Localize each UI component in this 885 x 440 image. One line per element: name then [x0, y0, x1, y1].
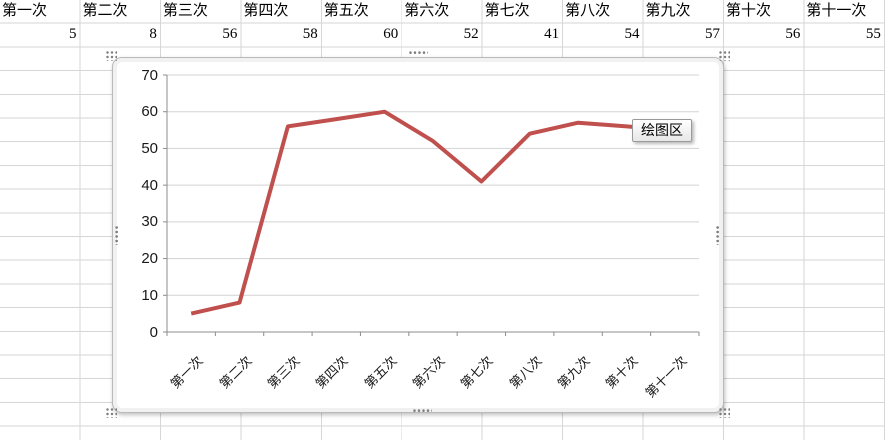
value-cell[interactable]: 52	[463, 26, 479, 43]
series-line[interactable]	[190, 109, 675, 316]
plot-area-tooltip: 绘图区	[632, 119, 692, 142]
resize-handle-bottom[interactable]	[413, 409, 432, 414]
resize-handle-bottom-left[interactable]	[106, 408, 117, 418]
value-cell[interactable]: 56	[785, 26, 801, 43]
value-cell[interactable]: 57	[704, 26, 720, 43]
header-cell[interactable]: 第四次	[243, 3, 289, 19]
resize-handle-bottom-right[interactable]	[719, 408, 730, 418]
value-cell[interactable]: 58	[302, 26, 318, 43]
header-cell[interactable]: 第三次	[162, 3, 208, 19]
header-cell[interactable]: 第五次	[323, 3, 369, 19]
resize-handle-top-left[interactable]	[106, 51, 117, 61]
header-cell[interactable]: 第二次	[82, 3, 128, 19]
resize-handle-top-right[interactable]	[719, 51, 730, 61]
header-cell[interactable]: 第十一次	[806, 3, 867, 19]
resize-handle-left[interactable]	[115, 226, 120, 245]
value-cell[interactable]: 5	[68, 26, 77, 43]
tooltip-label: 绘图区	[641, 124, 683, 139]
resize-handle-top[interactable]	[409, 51, 428, 56]
value-cell[interactable]: 60	[383, 26, 399, 43]
header-cell[interactable]: 第一次	[2, 3, 48, 19]
header-row: 第一次 第二次 第三次 第四次 第五次 第六次 第七次 第八次 第九次 第十次 第十一次	[0, 0, 885, 23]
header-cell[interactable]: 第七次	[484, 3, 530, 19]
header-cell[interactable]: 第六次	[404, 3, 450, 19]
value-cell[interactable]: 55	[865, 26, 881, 43]
value-cell[interactable]: 8	[149, 26, 157, 43]
value-row: 5 8 56 58 60 52 41 54 57 56 55	[0, 23, 885, 46]
chart-plot[interactable]	[113, 58, 723, 412]
header-cell[interactable]: 第九次	[645, 3, 691, 19]
resize-handle-right[interactable]	[716, 226, 721, 245]
chart-object[interactable]: 0 10 20 30 40 50 60 70 第一次 第二次 第三次 第四次 第五次 第六次 第七次 第八次…	[106, 51, 730, 418]
value-cell[interactable]: 54	[624, 26, 640, 43]
value-cell[interactable]: 56	[222, 26, 238, 43]
header-cell[interactable]: 第十次	[725, 3, 771, 19]
value-cell[interactable]: 41	[544, 26, 560, 43]
header-cell[interactable]: 第八次	[565, 3, 611, 19]
